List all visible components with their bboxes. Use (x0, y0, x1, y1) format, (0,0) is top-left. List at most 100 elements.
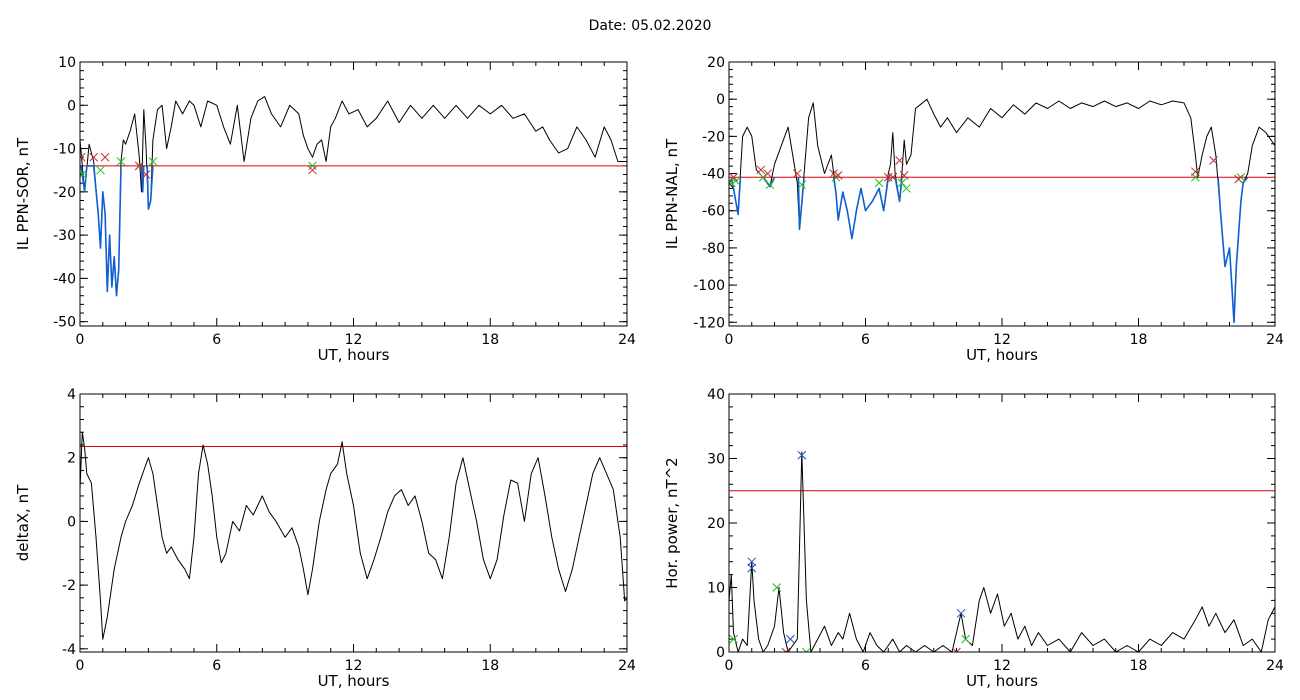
start-marker-point (961, 634, 970, 644)
x-tick-label: 12 (993, 658, 1011, 674)
x-tick-label: 24 (1266, 332, 1284, 348)
substorm-segment (894, 177, 903, 203)
panel-nal: 0 6 12 18 24 -120 -100 -80 -60 -40 -20 0 20 UT, hours… (663, 55, 1284, 364)
end-marker-point (729, 172, 738, 182)
x-tick-label: 0 (76, 332, 85, 348)
start-marker-point (797, 180, 807, 190)
x-axis-label: UT, hours (966, 672, 1038, 690)
y-tick-label: 0 (67, 98, 76, 114)
y-tick-label: -50 (53, 315, 76, 331)
y-tick-label: -20 (53, 185, 76, 201)
end-marker-point (883, 172, 893, 182)
end-marker-point (756, 165, 766, 175)
end-marker-point (781, 647, 791, 652)
y-tick-label: 4 (67, 387, 76, 403)
series-line (80, 96, 627, 297)
x-tick-label: 12 (993, 332, 1011, 348)
peak-marker-point (956, 608, 966, 618)
x-tick-label: 18 (481, 332, 499, 348)
y-tick-label: 10 (707, 581, 725, 597)
panel-hpower: 0 6 12 18 24 0 10 20 30 40 UT, hours Hor. power, nT… (663, 387, 1284, 690)
start-marker-point (897, 178, 907, 188)
substorm-segment (1217, 176, 1249, 324)
start-marker-point (801, 647, 811, 652)
end-marker-point (1209, 156, 1218, 165)
start-marker-point (758, 172, 768, 182)
y-tick-label: -100 (693, 278, 725, 294)
substorm-segment (146, 165, 154, 210)
substorm-segment (797, 177, 805, 231)
end-marker-point (80, 152, 86, 162)
x-tick-label: 18 (1130, 332, 1148, 348)
end-marker-point (829, 169, 839, 178)
substorm-segment (80, 165, 122, 297)
x-tick-label: 6 (861, 332, 870, 348)
peak-marker-point (747, 563, 757, 573)
end-marker-point (1191, 167, 1200, 177)
x-tick-label: 18 (481, 658, 499, 674)
page-title: Date: 05.02.2020 (588, 18, 712, 34)
plot-frame (728, 393, 1276, 653)
x-axis-label: UT, hours (318, 672, 390, 690)
start-marker-point (148, 157, 158, 166)
y-axis-label: IL PPN-NAL, nT (663, 138, 681, 249)
substorm-segment (832, 177, 890, 240)
y-tick-label: 10 (58, 55, 76, 71)
y-tick-label: 0 (716, 645, 725, 661)
x-tick-label: 0 (725, 658, 734, 674)
start-marker-point (772, 583, 782, 592)
y-tick-label: -40 (702, 167, 725, 183)
start-marker-point (729, 178, 736, 188)
y-tick-label: -80 (702, 241, 725, 257)
plot-frame (728, 61, 1276, 327)
end-marker-point (899, 171, 909, 180)
substorm-segment (762, 176, 776, 188)
peak-marker-point (797, 450, 807, 460)
end-marker-point (134, 161, 144, 171)
start-marker-point (874, 178, 884, 188)
start-marker-point (765, 180, 775, 190)
peak-marker-point (747, 557, 757, 567)
start-marker-point (116, 157, 126, 166)
y-tick-label: -10 (53, 142, 76, 158)
x-tick-label: 12 (345, 658, 363, 674)
y-tick-label: -60 (702, 204, 725, 220)
series-line (729, 451, 1275, 652)
end-marker-point (89, 152, 99, 162)
y-tick-label: -40 (53, 271, 76, 287)
substorm-segment (730, 177, 742, 216)
end-marker-point (888, 172, 898, 182)
y-tick-label: 20 (707, 516, 725, 532)
y-tick-label: -30 (53, 228, 76, 244)
x-tick-label: 24 (1266, 658, 1284, 674)
y-tick-label: -20 (702, 129, 725, 145)
start-marker-point (902, 184, 911, 193)
x-tick-label: 24 (618, 658, 636, 674)
end-marker-point (308, 165, 317, 175)
x-tick-label: 6 (212, 332, 221, 348)
series-line (80, 431, 627, 640)
x-tick-label: 0 (76, 658, 85, 674)
plot-area (729, 450, 1275, 652)
end-marker-point (1234, 174, 1243, 184)
start-marker-point (308, 161, 317, 171)
x-tick-label: 18 (1130, 658, 1148, 674)
x-tick-label: 6 (212, 658, 221, 674)
y-tick-label: 2 (67, 451, 76, 467)
y-tick-label: -120 (693, 315, 725, 331)
end-marker-point (833, 171, 843, 180)
y-tick-label: 0 (67, 514, 76, 530)
series-line (729, 98, 1275, 323)
y-tick-label: 40 (707, 387, 725, 403)
y-tick-label: 20 (707, 55, 725, 71)
x-tick-label: 0 (725, 332, 734, 348)
plot-area (80, 96, 627, 297)
substorm-segment (140, 165, 145, 193)
y-tick-label: 30 (707, 452, 725, 468)
start-marker-point (80, 170, 87, 179)
end-marker-point (141, 170, 151, 179)
y-tick-label: -4 (62, 642, 76, 658)
start-marker-point (729, 634, 738, 644)
